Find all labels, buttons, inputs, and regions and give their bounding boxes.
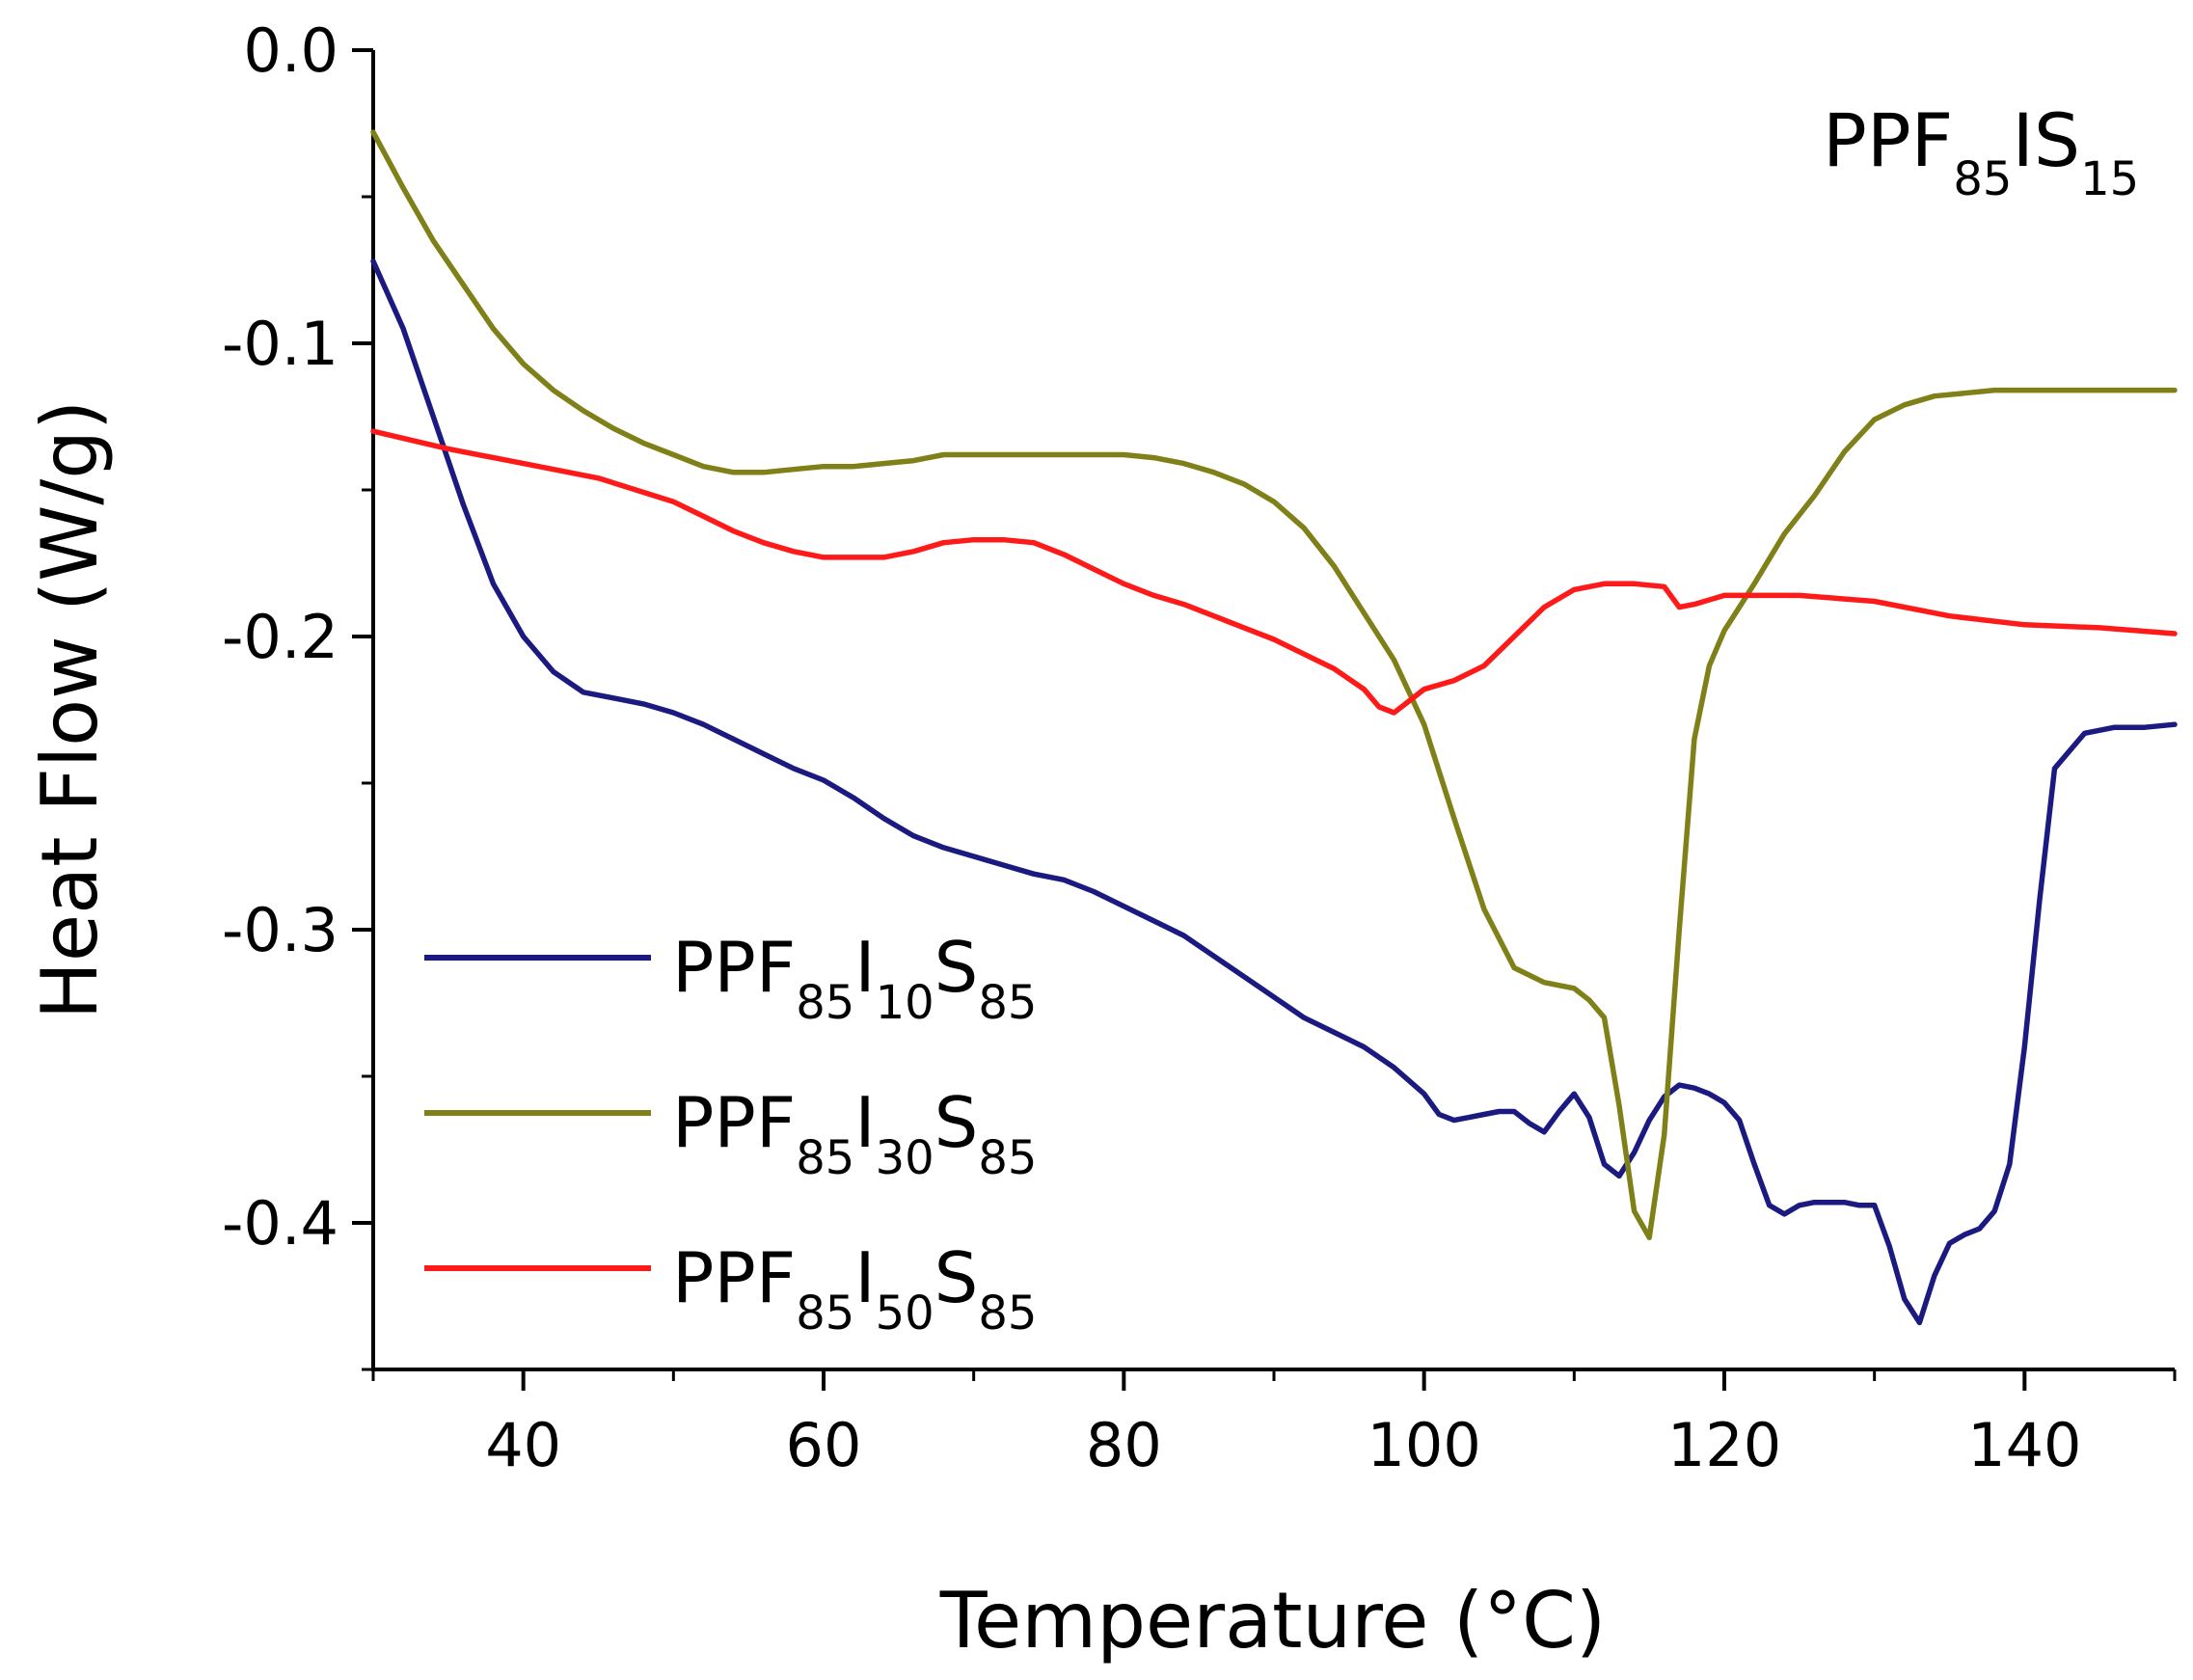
x-axis-title: Temperature (°C) [939, 1576, 1606, 1666]
annotation-sub2: 15 [2080, 152, 2139, 206]
legend-label-3: PPF85I50S85 [672, 1237, 1037, 1341]
legend-label-1: PPF85I10S85 [672, 927, 1037, 1030]
y-axis-ticks: 0.0 -0.1 -0.2 -0.3 -0.4 [222, 15, 373, 1371]
y-tick-label: -0.1 [222, 309, 338, 379]
x-tick-label: 60 [786, 1410, 862, 1480]
legend: PPF85I10S85 PPF85I30S85 PPF85I50S85 [424, 927, 1037, 1341]
y-tick-label: -0.3 [222, 895, 338, 965]
series-line-2 [370, 129, 2178, 1240]
x-tick-label: 40 [485, 1410, 561, 1480]
x-tick-label: 100 [1367, 1410, 1480, 1480]
series-layer [370, 129, 2178, 1326]
annotation-mid: IS [2012, 97, 2080, 183]
x-tick-label: 140 [1967, 1410, 2081, 1480]
legend-label-2: PPF85I30S85 [672, 1082, 1037, 1185]
y-tick-label: 0.0 [243, 15, 338, 86]
series-line-3 [370, 428, 2178, 716]
y-axis-title: Heat Flow (W/g) [25, 400, 115, 1020]
sample-annotation: PPF85IS15 [1823, 97, 2139, 206]
y-tick-label: -0.4 [222, 1188, 338, 1259]
x-tick-label: 120 [1667, 1410, 1781, 1480]
y-tick-label: -0.2 [222, 602, 338, 672]
annotation-base: PPF [1823, 97, 1953, 183]
x-tick-label: 80 [1086, 1410, 1162, 1480]
annotation-sub1: 85 [1953, 152, 2012, 206]
x-axis-ticks: 40 60 80 100 120 140 [371, 1369, 2177, 1480]
series-line-1 [370, 258, 2178, 1326]
